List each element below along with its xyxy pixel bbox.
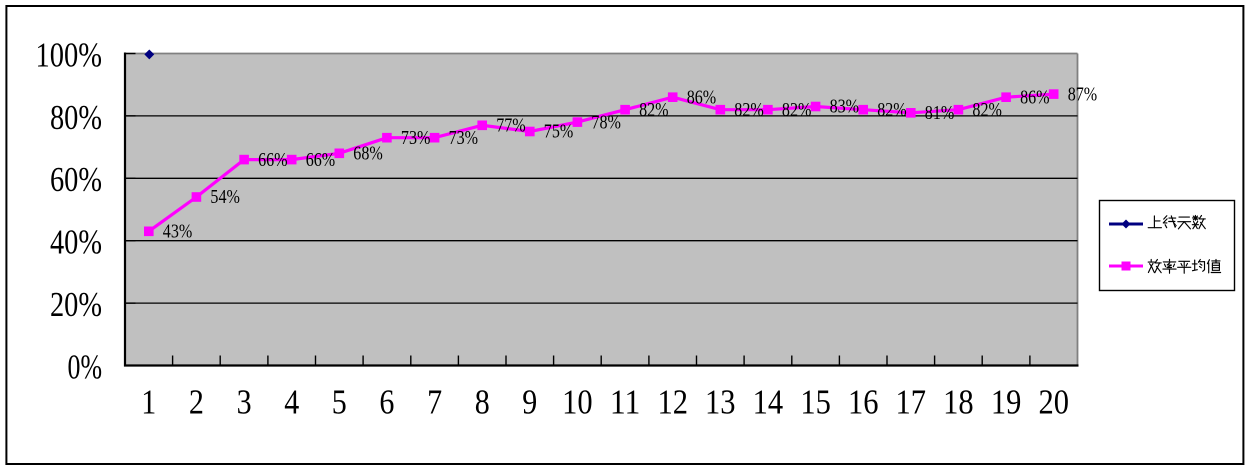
- svg-text:20%: 20%: [50, 285, 102, 324]
- svg-text:14: 14: [753, 383, 784, 422]
- svg-text:81%: 81%: [925, 103, 955, 124]
- svg-text:77%: 77%: [496, 116, 526, 137]
- svg-text:82%: 82%: [734, 100, 764, 121]
- svg-text:100%: 100%: [36, 35, 103, 74]
- svg-text:83%: 83%: [830, 97, 860, 118]
- svg-text:16: 16: [848, 383, 879, 422]
- svg-text:17: 17: [896, 383, 927, 422]
- svg-text:82%: 82%: [639, 100, 669, 121]
- svg-text:66%: 66%: [306, 150, 336, 171]
- svg-text:73%: 73%: [449, 128, 479, 149]
- svg-text:7: 7: [427, 383, 442, 422]
- svg-text:3: 3: [237, 383, 252, 422]
- svg-text:19: 19: [991, 383, 1022, 422]
- svg-text:66%: 66%: [258, 150, 288, 171]
- svg-text:82%: 82%: [972, 100, 1002, 121]
- svg-text:78%: 78%: [591, 112, 621, 133]
- svg-text:5: 5: [332, 383, 347, 422]
- svg-text:75%: 75%: [544, 122, 574, 143]
- svg-text:8: 8: [475, 383, 490, 422]
- svg-text:86%: 86%: [687, 87, 717, 108]
- svg-text:20: 20: [1038, 383, 1069, 422]
- svg-text:54%: 54%: [210, 187, 240, 208]
- svg-text:2: 2: [189, 383, 204, 422]
- svg-text:6: 6: [379, 383, 394, 422]
- svg-text:9: 9: [522, 383, 537, 422]
- svg-text:87%: 87%: [1068, 84, 1098, 105]
- svg-text:80%: 80%: [50, 98, 102, 137]
- svg-text:18: 18: [943, 383, 974, 422]
- svg-text:10: 10: [562, 383, 593, 422]
- svg-text:11: 11: [610, 383, 641, 422]
- svg-text:73%: 73%: [401, 128, 431, 149]
- svg-text:13: 13: [705, 383, 736, 422]
- svg-text:15: 15: [800, 383, 831, 422]
- svg-text:1: 1: [141, 383, 156, 422]
- svg-text:0%: 0%: [68, 347, 103, 386]
- svg-text:68%: 68%: [353, 144, 383, 165]
- svg-text:82%: 82%: [877, 100, 907, 121]
- svg-text:60%: 60%: [50, 160, 102, 199]
- svg-text:86%: 86%: [1020, 87, 1050, 108]
- svg-text:4: 4: [284, 383, 299, 422]
- svg-text:12: 12: [657, 383, 688, 422]
- svg-text:82%: 82%: [782, 100, 812, 121]
- svg-text:43%: 43%: [163, 222, 193, 243]
- svg-text:40%: 40%: [50, 223, 102, 262]
